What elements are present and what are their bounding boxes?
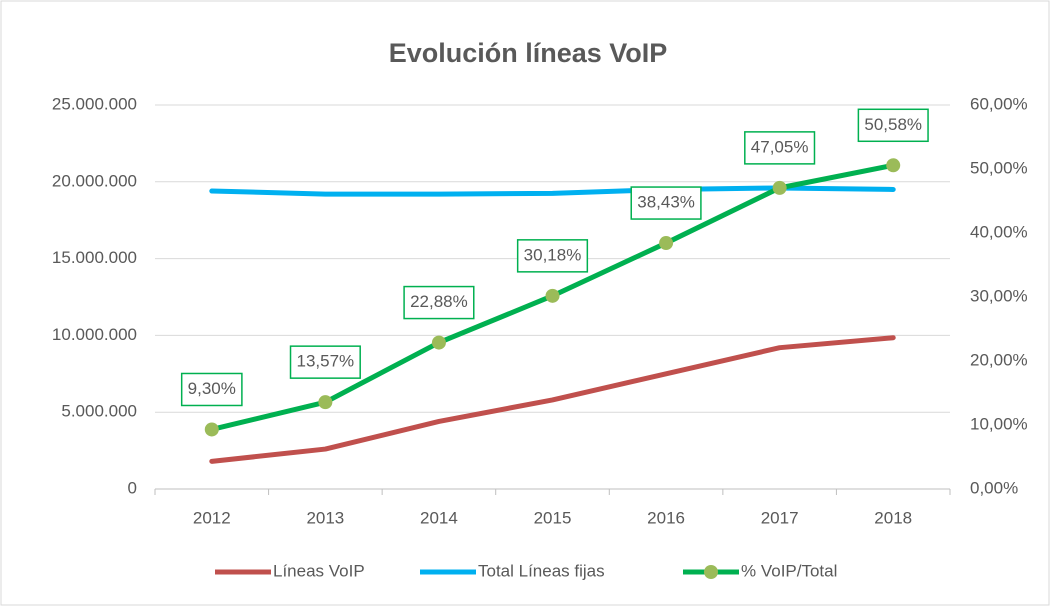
data-label: 50,58% — [864, 115, 922, 134]
y2-tick-label: 50,00% — [970, 158, 1028, 177]
y2-tick-label: 60,00% — [970, 94, 1028, 113]
legend-label: Total Líneas fijas — [478, 561, 605, 580]
x-tick-label: 2017 — [761, 508, 799, 527]
y-tick-label: 5.000.000 — [61, 402, 137, 421]
data-label: 13,57% — [297, 352, 355, 371]
data-label-box — [630, 186, 702, 220]
x-tick-label: 2014 — [420, 508, 458, 527]
chart-title: Evolución líneas VoIP — [389, 38, 668, 68]
legend-marker — [704, 565, 718, 579]
marker — [772, 180, 787, 195]
y-tick-label: 25.000.000 — [52, 94, 137, 113]
data-label: 47,05% — [751, 137, 809, 156]
marker — [659, 236, 674, 251]
legend-label: Líneas VoIP — [273, 561, 365, 580]
x-tick-label: 2012 — [193, 508, 231, 527]
series-line — [209, 335, 896, 464]
x-tick-label: 2013 — [306, 508, 344, 527]
marker — [886, 158, 901, 173]
marker — [431, 335, 446, 350]
data-label-box — [180, 372, 243, 407]
data-label-box — [857, 108, 929, 143]
y2-tick-label: 10,00% — [970, 414, 1028, 433]
x-tick-label: 2018 — [874, 508, 912, 527]
y2-tick-label: 30,00% — [970, 286, 1028, 305]
marker — [318, 395, 333, 410]
y-tick-label: 15.000.000 — [52, 248, 137, 267]
data-label: 9,30% — [188, 379, 236, 398]
data-label-box — [403, 285, 475, 320]
data-label-box — [289, 345, 361, 379]
data-label-box — [516, 239, 589, 273]
y-tick-label: 10.000.000 — [52, 325, 137, 344]
x-tick-label: 2016 — [647, 508, 685, 527]
y2-tick-label: 20,00% — [970, 350, 1028, 369]
data-label: 22,88% — [410, 292, 468, 311]
marker — [204, 422, 219, 437]
x-tick-label: 2015 — [534, 508, 572, 527]
y2-tick-label: 40,00% — [970, 222, 1028, 241]
marker — [545, 288, 560, 303]
legend-label: % VoIP/Total — [741, 561, 837, 580]
y-tick-label: 20.000.000 — [52, 171, 137, 190]
y-tick-label: 0 — [128, 478, 137, 497]
data-label-box — [744, 131, 816, 165]
data-label: 38,43% — [637, 193, 695, 212]
y2-tick-label: 0,00% — [970, 478, 1018, 497]
data-label: 30,18% — [524, 245, 582, 264]
